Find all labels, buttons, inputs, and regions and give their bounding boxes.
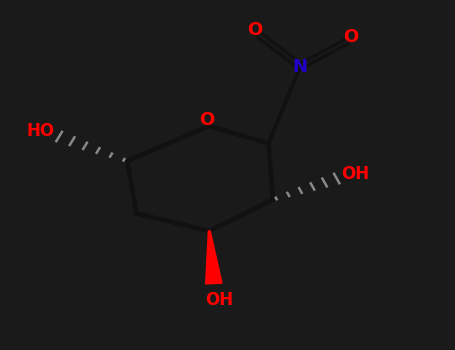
Text: OH: OH [205, 291, 233, 309]
Polygon shape [206, 231, 222, 284]
Text: OH: OH [341, 165, 369, 183]
Text: O: O [247, 21, 263, 39]
Text: N: N [293, 57, 308, 76]
Text: O: O [343, 28, 358, 46]
Text: HO: HO [26, 122, 55, 140]
Text: O: O [199, 111, 215, 130]
